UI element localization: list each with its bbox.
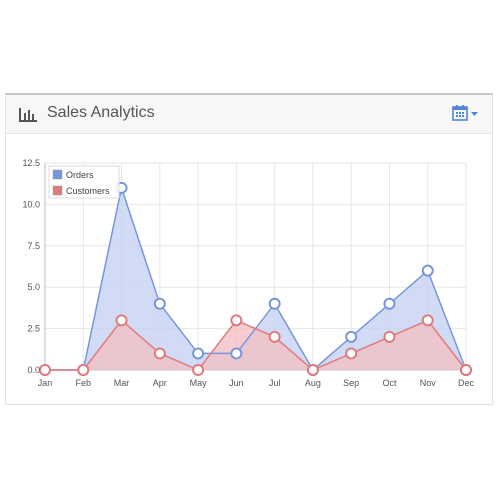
data-point: [268, 297, 281, 310]
data-point: [192, 347, 205, 360]
y-tick-label: 5.0: [27, 282, 40, 292]
chart-points: [39, 181, 472, 376]
series-area-1: [45, 320, 466, 370]
panel-title: Sales Analytics: [47, 104, 155, 121]
chart-legend: Orders Customers: [48, 165, 120, 199]
y-tick-label: 12.5: [22, 158, 40, 168]
data-point: [421, 264, 434, 277]
data-point: [115, 314, 128, 327]
series-line-1: [45, 319, 467, 371]
x-tick-label: Sep: [343, 378, 359, 388]
x-tick-label: Nov: [420, 378, 437, 388]
legend-swatch: [52, 185, 63, 196]
chart-lines: [45, 184, 467, 372]
sales-area-chart: 0.0 2.5 5.0 7.5 10.0 12.5 Jan Feb Mar Apr May Jun Ju…: [22, 158, 474, 388]
data-point: [345, 330, 358, 343]
data-point: [383, 297, 396, 310]
y-tick-label: 7.5: [27, 241, 40, 251]
data-point: [460, 364, 472, 376]
legend-swatch: [52, 169, 63, 180]
data-point: [153, 347, 166, 360]
x-tick-label: Jan: [38, 378, 53, 388]
y-tick-label: 10.0: [22, 199, 40, 209]
data-point: [421, 314, 434, 327]
x-tick-label: Jun: [229, 378, 244, 388]
x-tick-label: Oct: [382, 378, 397, 388]
data-point: [306, 364, 319, 376]
data-point: [230, 347, 243, 360]
x-tick-label: Aug: [305, 378, 321, 388]
legend-label: Orders: [66, 170, 94, 180]
chart-ticks: 0.0 2.5 5.0 7.5 10.0 12.5 Jan Feb Mar Apr May Jun Ju…: [22, 158, 474, 388]
sales-analytics-panel: Sales Analytics 0.0 2.5 5.0 7.5 10.: [5, 93, 493, 405]
x-tick-label: Dec: [458, 378, 475, 388]
bar-chart-icon: [19, 108, 37, 122]
legend-label: Customers: [66, 186, 110, 196]
data-point: [345, 347, 358, 360]
x-tick-label: Apr: [153, 378, 167, 388]
chart-areas: [45, 187, 466, 370]
data-point: [230, 314, 243, 327]
data-point: [39, 364, 51, 376]
calendar-dropdown-button[interactable]: [450, 103, 484, 125]
calendar-icon: [452, 105, 478, 121]
x-tick-label: Jul: [269, 378, 281, 388]
data-point: [153, 297, 166, 310]
chart-area: 0.0 2.5 5.0 7.5 10.0 12.5 Jan Feb Mar Apr May Jun Ju…: [6, 134, 492, 405]
x-tick-label: Feb: [76, 378, 92, 388]
chevron-down-icon: [471, 112, 478, 116]
data-point: [77, 364, 90, 376]
data-point: [192, 364, 205, 376]
panel-header: Sales Analytics: [6, 95, 492, 134]
x-tick-label: Mar: [114, 378, 130, 388]
y-tick-label: 2.5: [27, 324, 40, 334]
data-point: [268, 330, 281, 343]
series-area-0: [45, 187, 466, 370]
x-tick-label: May: [190, 378, 208, 388]
data-point: [383, 330, 396, 343]
y-tick-label: 0.0: [27, 365, 40, 375]
